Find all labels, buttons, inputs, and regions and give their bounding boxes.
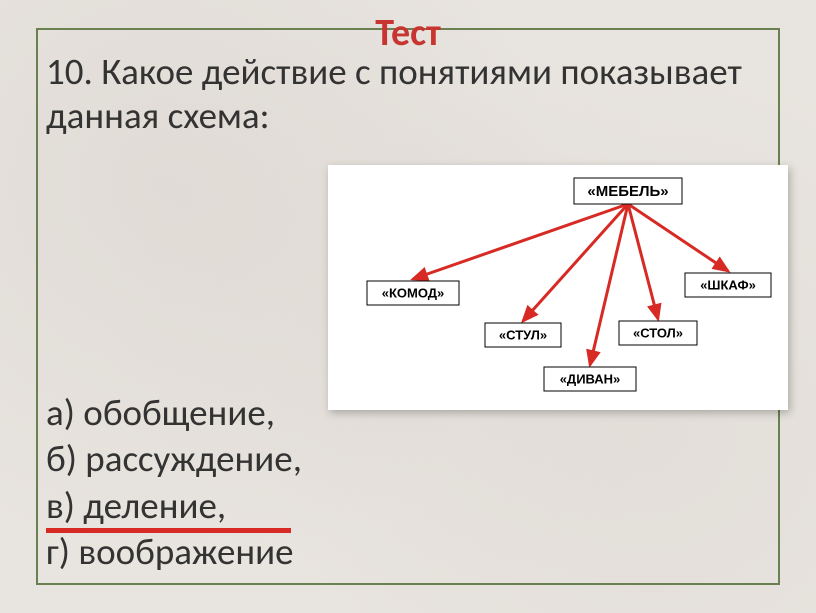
- diagram-node: «ДИВАН»: [544, 367, 636, 391]
- concept-diagram: «МЕБЕЛЬ» «КОМОД» «СТУЛ» «ДИВАН» «СТОЛ» «ШКАФ»: [328, 165, 788, 410]
- diagram-node: «МЕБЕЛЬ»: [574, 178, 682, 204]
- diagram-node: «СТОЛ»: [619, 321, 697, 345]
- answer-a: а) обобщение,: [46, 390, 302, 436]
- diagram-node: «СТУЛ»: [485, 323, 561, 347]
- diagram-node: «ШКАФ»: [685, 273, 771, 297]
- svg-text:«СТУЛ»: «СТУЛ»: [499, 327, 547, 342]
- answers-list: а) обобщение, б) рассуждение, в) деление…: [46, 390, 302, 575]
- svg-text:«СТОЛ»: «СТОЛ»: [633, 325, 683, 340]
- answer-c: в) деление,: [46, 483, 302, 529]
- question-text: 10. Какое действие с понятиями показывае…: [46, 50, 770, 139]
- svg-text:«МЕБЕЛЬ»: «МЕБЕЛЬ»: [587, 183, 668, 200]
- slide: Тест 10. Какое действие с понятиями пока…: [28, 20, 788, 593]
- svg-text:«КОМОД»: «КОМОД»: [382, 285, 445, 300]
- diagram-node: «КОМОД»: [367, 281, 459, 305]
- answer-c-text: в) деление,: [46, 483, 226, 528]
- answer-b: б) рассуждение,: [46, 436, 302, 482]
- svg-text:«ДИВАН»: «ДИВАН»: [560, 371, 621, 386]
- svg-text:«ШКАФ»: «ШКАФ»: [700, 277, 756, 292]
- answer-d: г) воображение: [46, 529, 302, 575]
